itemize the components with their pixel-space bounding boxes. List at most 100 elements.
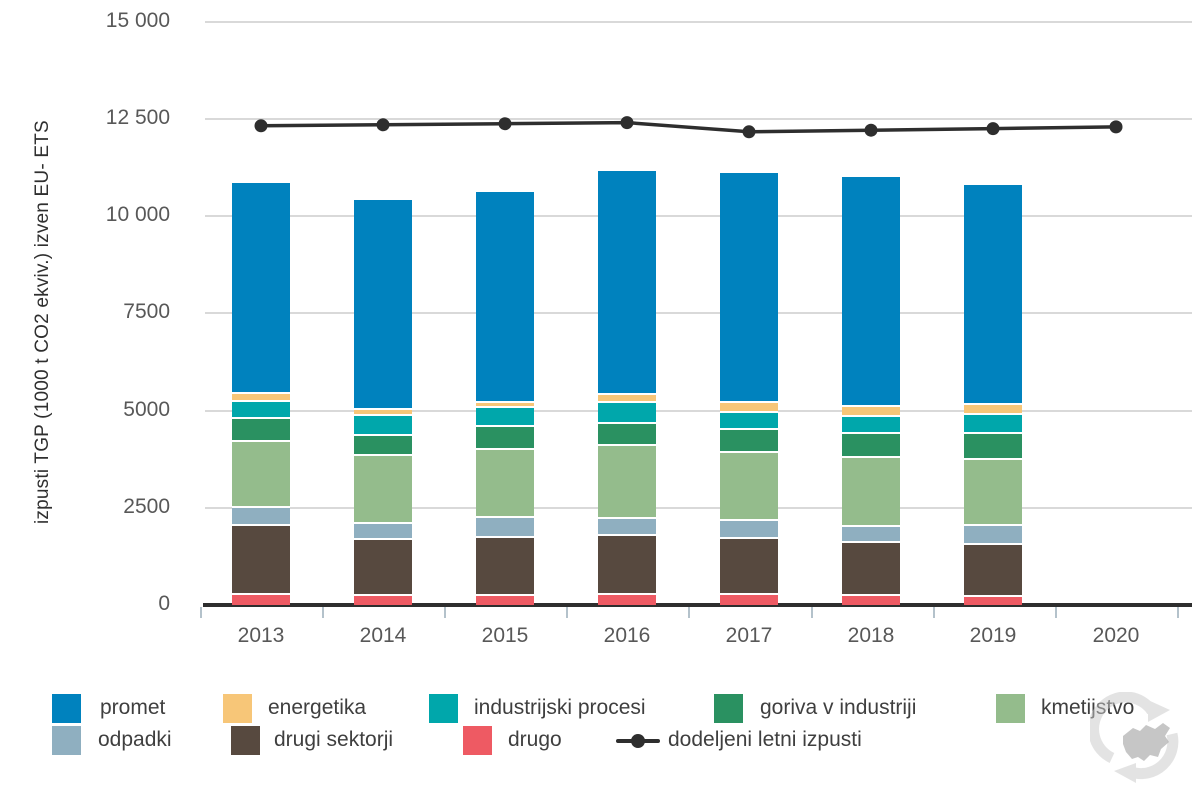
bar-segment-drugi-sektorji-2018[interactable]	[842, 541, 900, 594]
bar-segment-industrijski-procesi-2018[interactable]	[842, 415, 900, 432]
bar-segment-energetika-2013[interactable]	[232, 392, 290, 401]
bar-segment-goriva-v-industriji-2018[interactable]	[842, 431, 900, 457]
line-point-2014[interactable]	[376, 118, 390, 132]
bar-segment-industrijski-procesi-2015[interactable]	[476, 405, 534, 425]
legend-label: promet	[100, 696, 166, 719]
bar-segment-promet-2014[interactable]	[354, 199, 412, 409]
y-tick-label: 15 000	[105, 8, 170, 32]
bar-segment-promet-2018[interactable]	[842, 177, 900, 406]
bar-segment-odpadki-2014[interactable]	[354, 521, 412, 539]
legend-line-dot-icon	[631, 734, 645, 748]
bar-segment-odpadki-2016[interactable]	[598, 517, 656, 535]
plot-area: 15 000 12 500 10 000 7500 5000 2500 0 2013 2014 2…	[105, 8, 1192, 647]
bar-segment-drugi-sektorji-2017[interactable]	[720, 536, 778, 593]
legend-label: odpadki	[98, 728, 172, 751]
bar-segment-promet-2016[interactable]	[598, 171, 656, 394]
line-point-2013[interactable]	[254, 119, 268, 133]
y-tick-label: 12 500	[105, 106, 170, 129]
line-point-2020[interactable]	[1109, 120, 1123, 134]
bar-segment-drugo-2013[interactable]	[232, 592, 290, 605]
x-tick-mark	[444, 607, 446, 618]
x-tick-label-2019: 2019	[969, 624, 1017, 647]
x-axis-line	[203, 603, 1192, 607]
bar-segment-drugo-2018[interactable]	[842, 593, 900, 605]
bar-segment-drugi-sektorji-2016[interactable]	[598, 534, 656, 593]
bar-segment-goriva-v-industriji-2019[interactable]	[964, 432, 1022, 459]
bar-segment-promet-2019[interactable]	[964, 185, 1022, 403]
x-tick-label-2020: 2020	[1092, 624, 1140, 647]
bar-segment-drugi-sektorji-2014[interactable]	[354, 538, 412, 594]
bar-segment-goriva-v-industriji-2017[interactable]	[720, 428, 778, 451]
bar-segment-kmetijstvo-2016[interactable]	[598, 444, 656, 518]
bar-segment-promet-2017[interactable]	[720, 173, 778, 401]
legend-label: dodeljeni letni izpusti	[668, 728, 862, 751]
bar-segment-industrijski-procesi-2016[interactable]	[598, 401, 656, 422]
bar-segment-odpadki-2017[interactable]	[720, 518, 778, 537]
y-tick-label: 0	[158, 592, 170, 615]
bar-segment-goriva-v-industriji-2014[interactable]	[354, 434, 412, 454]
bar-segment-odpadki-2015[interactable]	[476, 516, 534, 536]
x-tick-label-2018: 2018	[847, 624, 895, 647]
bar-segment-kmetijstvo-2013[interactable]	[232, 440, 290, 507]
legend-swatch-icon	[429, 694, 458, 723]
legend-label: drugo	[508, 728, 562, 751]
x-tick-mark	[688, 607, 690, 618]
line-point-2016[interactable]	[620, 116, 634, 130]
x-tick-label-2013: 2013	[237, 624, 285, 647]
legend-label: drugi sektorji	[274, 728, 394, 751]
x-tick-mark	[566, 607, 568, 618]
bar-segment-energetika-2019[interactable]	[964, 403, 1022, 414]
x-tick-mark	[811, 607, 813, 618]
bar-segment-industrijski-procesi-2019[interactable]	[964, 413, 1022, 433]
line-point-2015[interactable]	[498, 117, 512, 131]
allocated-emissions-line	[260, 120, 1117, 134]
bar-segment-odpadki-2018[interactable]	[842, 524, 900, 542]
gridline-15000	[205, 20, 1192, 23]
bar-segment-promet-2013[interactable]	[232, 182, 290, 393]
allocated-emissions-line-layer	[254, 116, 1123, 139]
bar-segment-kmetijstvo-2017[interactable]	[720, 450, 778, 519]
bar-segment-energetika-2015[interactable]	[476, 400, 534, 406]
bar-segment-energetika-2016[interactable]	[598, 393, 656, 402]
bar-segment-goriva-v-industriji-2016[interactable]	[598, 421, 656, 445]
x-tick-mark	[1055, 607, 1057, 618]
bar-segment-energetika-2017[interactable]	[720, 400, 778, 412]
bar-segment-goriva-v-industriji-2013[interactable]	[232, 417, 290, 441]
line-point-2017[interactable]	[742, 125, 756, 139]
bar-segment-industrijski-procesi-2014[interactable]	[354, 413, 412, 435]
bar-segment-promet-2015[interactable]	[476, 191, 534, 401]
bar-segment-drugo-2017[interactable]	[720, 592, 778, 605]
bar-segment-drugo-2015[interactable]	[476, 594, 534, 605]
line-point-2018[interactable]	[864, 123, 878, 137]
bar-segment-industrijski-procesi-2017[interactable]	[720, 411, 778, 429]
bar-segment-kmetijstvo-2014[interactable]	[354, 453, 412, 522]
line-point-2019[interactable]	[986, 122, 1000, 136]
gridline-12500	[205, 118, 1192, 120]
bar-segment-odpadki-2019[interactable]	[964, 523, 1022, 543]
gridline-10000	[205, 215, 1192, 218]
bar-segment-drugo-2019[interactable]	[964, 595, 1022, 605]
bar-segment-industrijski-procesi-2013[interactable]	[232, 400, 290, 418]
x-tick-label-2016: 2016	[603, 624, 651, 647]
gridline-2500	[205, 506, 1192, 509]
x-tick-label-2014: 2014	[359, 624, 407, 647]
bar-segment-goriva-v-industriji-2015[interactable]	[476, 424, 534, 448]
bar-segment-drugi-sektorji-2013[interactable]	[232, 523, 290, 593]
bar-segment-kmetijstvo-2018[interactable]	[842, 456, 900, 525]
bar-segment-odpadki-2013[interactable]	[232, 506, 290, 524]
bar-segment-energetika-2018[interactable]	[842, 405, 900, 416]
legend-swatch-icon	[52, 726, 81, 755]
bar-segment-drugi-sektorji-2015[interactable]	[476, 535, 534, 595]
bar-segment-drugo-2016[interactable]	[598, 592, 656, 605]
legend-label: goriva v industriji	[760, 696, 917, 719]
gridline-7500	[205, 312, 1192, 315]
bar-segment-kmetijstvo-2015[interactable]	[476, 447, 534, 517]
bar-segment-energetika-2014[interactable]	[354, 408, 412, 414]
y-tick-label: 7500	[123, 300, 170, 324]
bar-segment-drugi-sektorji-2019[interactable]	[964, 542, 1022, 596]
bar-segment-drugo-2014[interactable]	[354, 593, 412, 605]
gridline-5000	[205, 409, 1192, 412]
legend-swatch-icon	[52, 694, 81, 723]
bar-segment-kmetijstvo-2019[interactable]	[964, 458, 1022, 524]
